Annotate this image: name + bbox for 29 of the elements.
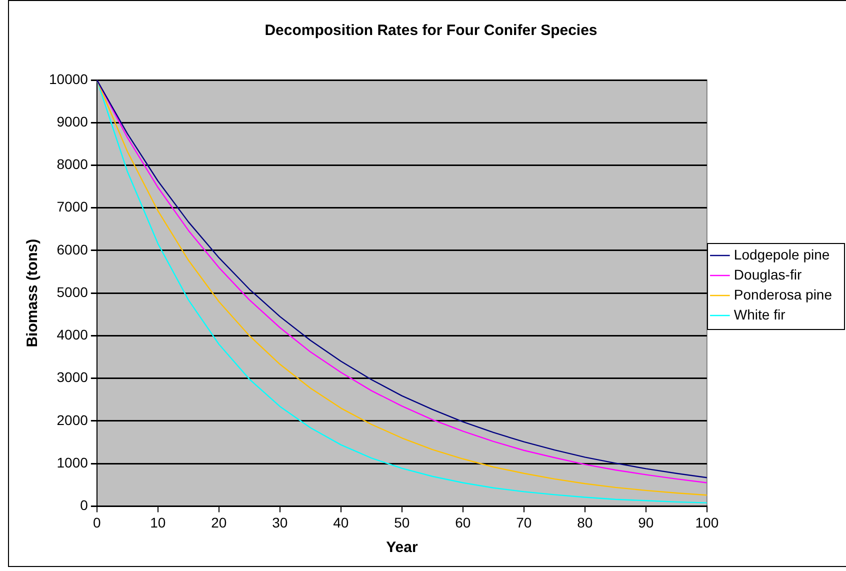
x-tick-label: 80 xyxy=(577,514,593,530)
y-tick-label: 2000 xyxy=(56,412,88,428)
y-tick-label: 1000 xyxy=(56,454,88,470)
y-axis-title: Biomass (tons) xyxy=(24,238,42,348)
x-tick-label: 30 xyxy=(272,514,288,530)
x-axis-title: Year xyxy=(386,539,418,556)
y-tick-label: 6000 xyxy=(56,241,88,258)
y-tick-label: 4000 xyxy=(56,326,88,343)
x-tick-label: 10 xyxy=(150,514,166,530)
x-tick-label: 20 xyxy=(211,514,227,530)
chart-title: Decomposition Rates for Four Conifer Species xyxy=(264,22,598,40)
y-tick-label: 5000 xyxy=(56,284,88,300)
x-tick-label: 40 xyxy=(333,514,349,530)
y-tick-label: 0 xyxy=(80,497,88,514)
x-tick-label: 90 xyxy=(638,514,654,530)
x-tick-label: 60 xyxy=(455,514,471,530)
y-tick-label: 3000 xyxy=(56,369,88,386)
y-tick-label: 9000 xyxy=(56,113,88,130)
x-tick-label: 70 xyxy=(516,514,532,530)
y-tick-label: 10000 xyxy=(48,70,88,87)
y-tick-label: 7000 xyxy=(56,198,88,215)
legend-label: Douglas-fir xyxy=(734,266,802,282)
y-tick-label: 8000 xyxy=(56,156,88,172)
x-tick-label: 100 xyxy=(695,514,719,530)
x-tick-label: 50 xyxy=(394,514,410,530)
legend-label: White fir xyxy=(734,306,786,322)
x-tick-label: 0 xyxy=(93,514,102,530)
legend-label: Ponderosa pine xyxy=(734,286,832,302)
legend-label: Lodgepole pine xyxy=(734,246,830,262)
